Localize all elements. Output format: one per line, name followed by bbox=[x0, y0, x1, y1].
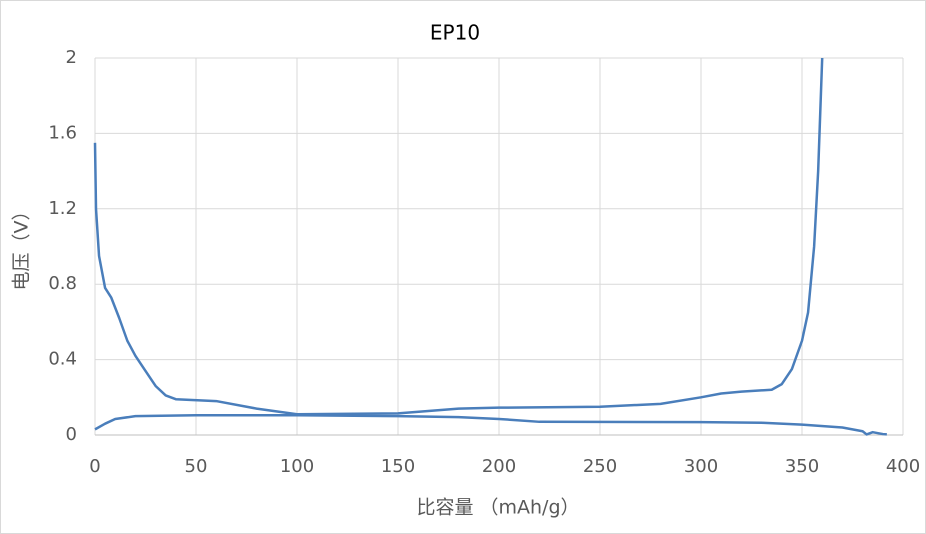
x-tick-label: 350 bbox=[785, 456, 819, 477]
x-tick-label: 150 bbox=[381, 456, 415, 477]
y-tick-label: 0 bbox=[66, 424, 77, 445]
x-tick-label: 300 bbox=[684, 456, 718, 477]
y-tick-label: 0.4 bbox=[48, 349, 77, 370]
x-tick-label: 0 bbox=[89, 456, 100, 477]
data-line bbox=[94, 413, 887, 436]
x-tick-label: 400 bbox=[886, 456, 920, 477]
y-tick-label: 1.2 bbox=[48, 198, 77, 219]
y-tick-label: 0.8 bbox=[48, 273, 77, 294]
x-axis-title: 比容量 （mAh/g） bbox=[416, 497, 579, 519]
y-tick-label: 2 bbox=[66, 47, 77, 68]
data-line bbox=[93, 57, 824, 416]
x-tick-label: 50 bbox=[185, 456, 208, 477]
x-tick-label: 100 bbox=[280, 456, 314, 477]
chart-title: EP10 bbox=[430, 21, 480, 45]
y-tick-label: 1.6 bbox=[48, 122, 77, 143]
x-tick-label: 200 bbox=[482, 456, 516, 477]
x-tick-label: 250 bbox=[583, 456, 617, 477]
y-axis-title: 电压（V） bbox=[11, 202, 33, 291]
